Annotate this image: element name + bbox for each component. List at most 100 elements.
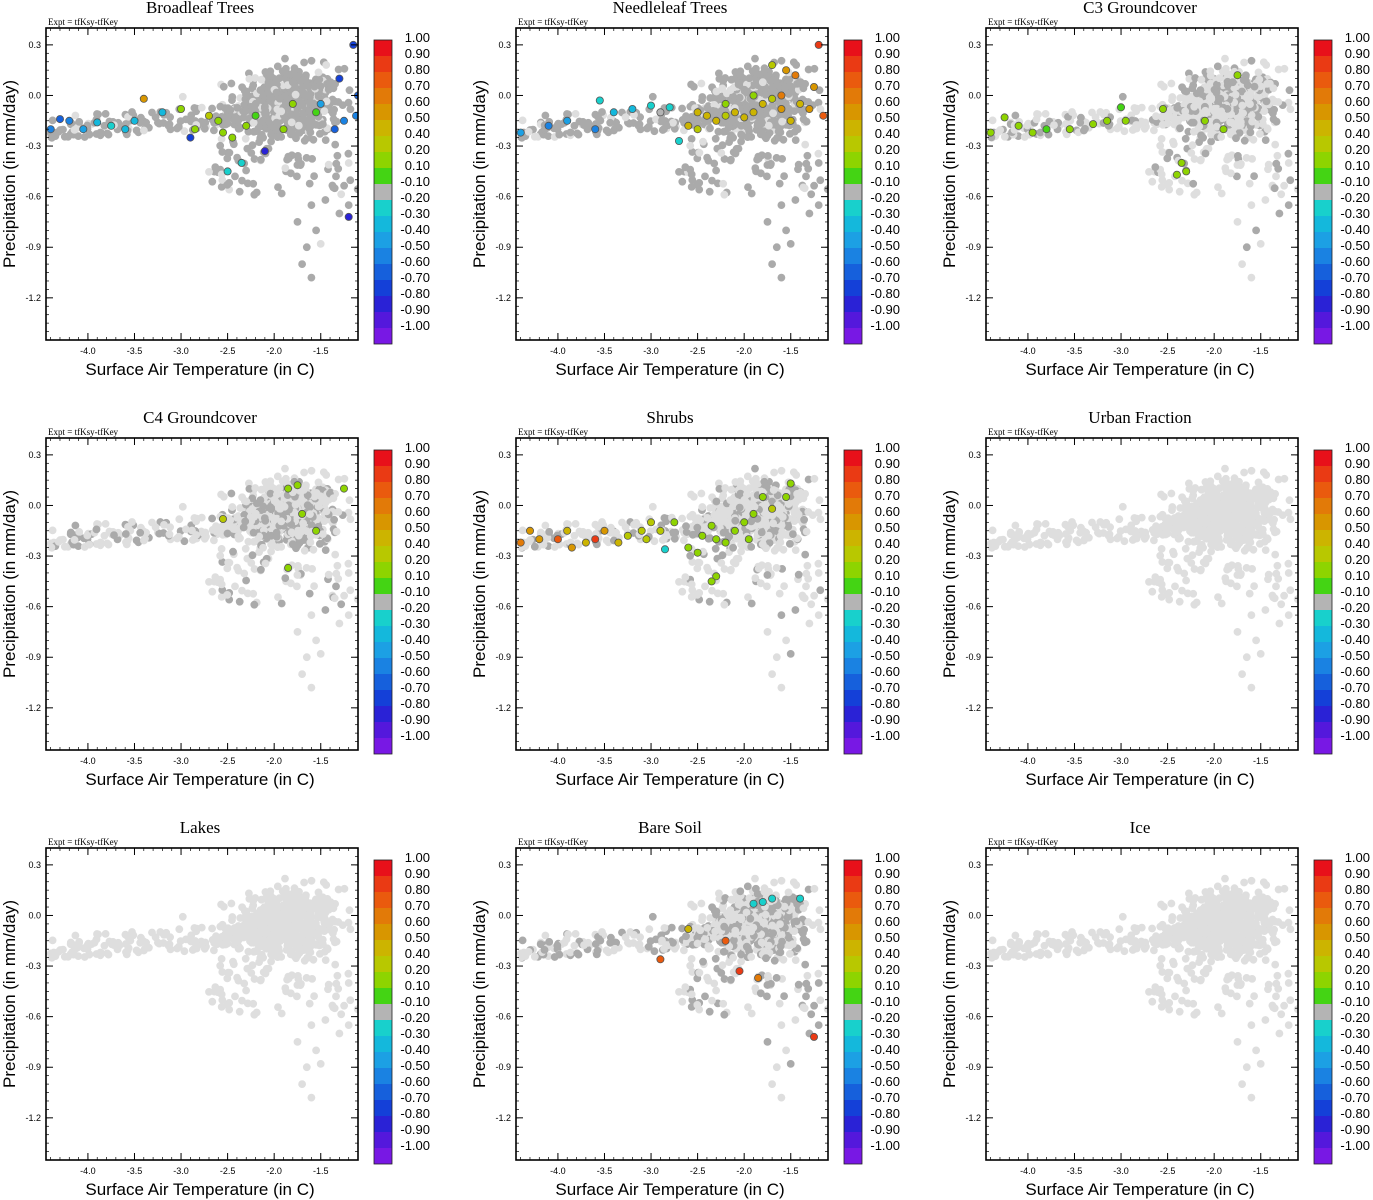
background-point	[566, 128, 575, 137]
background-point	[334, 508, 343, 516]
data-point	[553, 535, 562, 544]
colorbar-swatch	[374, 296, 392, 312]
background-point	[807, 190, 816, 199]
background-point	[687, 170, 696, 179]
background-point	[228, 503, 237, 511]
colorbar-label: -0.20	[1340, 190, 1370, 205]
background-point	[530, 542, 539, 551]
background-point	[777, 611, 786, 619]
background-point	[1280, 181, 1288, 190]
data-point	[1177, 158, 1186, 167]
background-point	[598, 108, 606, 116]
background-point	[718, 551, 727, 560]
background-point	[307, 683, 316, 692]
background-point	[764, 531, 773, 540]
background-point	[675, 577, 683, 586]
background-point	[777, 683, 786, 692]
background-point	[731, 516, 740, 525]
background-point	[1239, 109, 1247, 118]
data-point	[591, 125, 600, 134]
data-point	[190, 125, 199, 134]
background-point	[574, 540, 583, 549]
background-point	[1061, 120, 1070, 128]
background-point	[231, 115, 240, 123]
colorbar-swatch	[374, 674, 392, 690]
background-point	[803, 561, 812, 570]
y-tick-label: -0.6	[25, 602, 41, 612]
background-point	[698, 503, 707, 511]
background-point	[344, 611, 353, 619]
background-point	[762, 134, 770, 143]
background-point	[291, 90, 300, 99]
background-point	[241, 517, 250, 526]
background-point	[174, 122, 183, 131]
y-tick-label: -0.6	[495, 602, 511, 612]
background-point	[772, 243, 781, 252]
panel-title: Needleleaf Trees	[613, 0, 728, 17]
data-point	[768, 504, 777, 513]
colorbar-label: 0.50	[405, 110, 430, 125]
y-tick-label: -0.6	[495, 192, 511, 202]
background-point	[782, 636, 790, 645]
background-point	[810, 474, 819, 483]
background-point	[223, 119, 232, 128]
background-point	[70, 125, 79, 134]
colorbar-label: 0.20	[875, 142, 900, 157]
background-point	[236, 534, 244, 543]
background-point	[1247, 201, 1256, 209]
data-point	[284, 484, 293, 493]
background-point	[777, 56, 786, 65]
colorbar-label: -0.70	[870, 270, 900, 285]
colorbar-label: -1.00	[1340, 318, 1370, 333]
background-point	[553, 121, 562, 130]
experiment-label: Expt = tfKsy-tfKey	[48, 17, 119, 27]
background-point	[719, 528, 728, 537]
background-point	[321, 196, 330, 204]
background-point	[731, 559, 740, 568]
background-point	[775, 589, 784, 598]
colorbar-swatch	[374, 514, 392, 530]
background-point	[1216, 94, 1225, 103]
colorbar-label: -0.70	[1340, 270, 1370, 285]
background-point	[312, 226, 320, 235]
colorbar-label: 0.90	[405, 46, 430, 61]
data-point	[516, 128, 525, 137]
background-point	[281, 464, 289, 473]
background-point	[687, 580, 696, 589]
colorbar-label: -0.70	[400, 680, 430, 695]
background-point	[1130, 104, 1139, 112]
colorbar-label: 1.00	[875, 30, 900, 45]
background-point	[294, 531, 303, 540]
background-point	[1226, 169, 1235, 178]
background-point	[1232, 134, 1240, 143]
colorbar-swatch	[1314, 184, 1332, 200]
data-point	[721, 111, 730, 120]
background-point	[292, 582, 301, 591]
background-point	[309, 135, 318, 144]
background-point	[208, 177, 217, 186]
background-point	[769, 109, 777, 118]
background-point	[816, 586, 825, 595]
background-point	[274, 593, 282, 601]
colorbar-label: 0.90	[405, 456, 430, 471]
background-point	[1286, 176, 1295, 185]
colorbar-swatch	[1314, 136, 1332, 152]
data-point	[786, 116, 795, 125]
background-point	[314, 68, 323, 77]
background-point	[249, 118, 258, 127]
panel-c3-groundcover: C3 Groundcover Expt = tfKsy-tfKey -4.0 -3.5…	[940, 0, 1370, 379]
data-point	[1158, 105, 1167, 114]
background-point	[803, 151, 812, 160]
background-point	[136, 528, 145, 537]
background-point	[110, 531, 118, 539]
colorbar-swatch	[844, 56, 862, 72]
colorbar-label: -0.60	[400, 664, 430, 679]
background-point	[318, 120, 327, 128]
colorbar-swatch	[1314, 72, 1332, 88]
y-tick-label: 0.3	[498, 40, 511, 50]
background-point	[816, 176, 825, 185]
background-point	[92, 525, 101, 534]
data-point	[93, 118, 102, 127]
background-point	[1205, 93, 1214, 102]
background-point	[241, 134, 250, 143]
